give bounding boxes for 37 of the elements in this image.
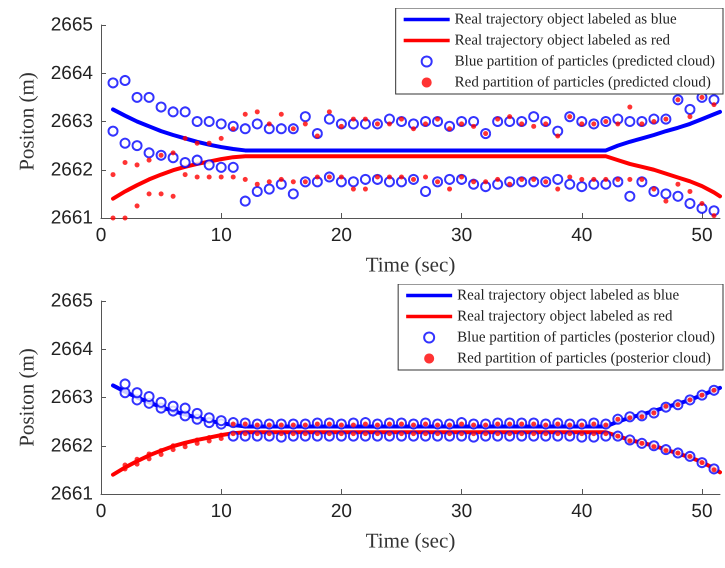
y-tick-label: 2665 xyxy=(50,290,93,312)
y-tick-label: 2661 xyxy=(50,484,93,504)
x-tick-label: 0 xyxy=(96,225,106,246)
x-tick-label: 10 xyxy=(210,225,232,246)
legend-label: Blue partition of particles (predicted cloud) xyxy=(454,54,716,70)
y-tick-label: 2664 xyxy=(50,62,94,84)
y-tick-label: 2663 xyxy=(50,387,93,408)
x-tick-label: 40 xyxy=(571,501,592,522)
x-tick-label: 30 xyxy=(451,225,472,246)
x-tick-label: 10 xyxy=(210,501,232,522)
y-tick-label: 2665 xyxy=(50,14,93,36)
x-axis-title: Time (sec) xyxy=(366,252,456,276)
legend-label: Real trajectory object labeled as red xyxy=(454,32,670,48)
line-series xyxy=(111,154,722,201)
x-tick-label: 50 xyxy=(691,225,713,246)
x-tick-label: 40 xyxy=(571,225,592,246)
x-tick-label: 20 xyxy=(330,501,352,522)
y-tick-label: 2662 xyxy=(50,435,93,456)
x-tick-label: 30 xyxy=(451,501,472,522)
y-tick-label: 2663 xyxy=(50,111,93,132)
legend-label: Red partition of particles (posterior cloud) xyxy=(457,350,711,366)
x-tick-label: 20 xyxy=(330,225,352,246)
x-tick-label: 0 xyxy=(96,501,106,522)
legend-label: Real trajectory object labeled as blue xyxy=(457,288,680,304)
legend-label: Real trajectory object labeled as red xyxy=(457,308,673,324)
y-axis-title: Positon (m) xyxy=(14,72,38,171)
y-tick-label: 2662 xyxy=(50,159,93,180)
y-tick-label: 2664 xyxy=(50,338,94,360)
y-tick-label: 2661 xyxy=(50,208,93,228)
x-tick-label: 50 xyxy=(691,501,713,522)
line-series xyxy=(111,107,722,152)
legend-label: Real trajectory object labeled as blue xyxy=(454,12,677,28)
y-axis-title: Positon (m) xyxy=(14,348,38,447)
line-series xyxy=(111,430,722,477)
legend-label: Blue partition of particles (posterior cloud) xyxy=(457,330,716,346)
legend-label: Red partition of particles (predicted cloud) xyxy=(454,74,711,90)
x-axis-title: Time (sec) xyxy=(366,528,456,552)
